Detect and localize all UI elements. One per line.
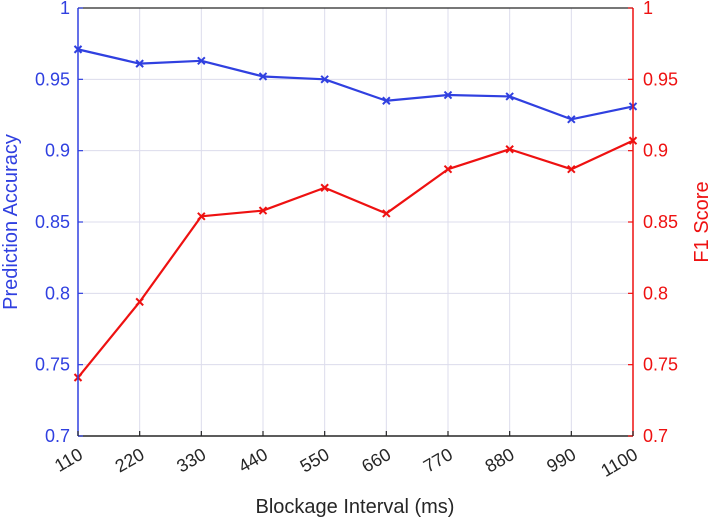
left-axis-title: Prediction Accuracy xyxy=(0,134,22,310)
x-tick-label: 330 xyxy=(173,444,209,476)
left-tick-label: 0.7 xyxy=(45,426,70,446)
x-tick-label: 440 xyxy=(235,444,271,476)
data-point-marker xyxy=(567,115,576,124)
right-tick-label: 0.8 xyxy=(643,283,668,303)
left-tick-label: 0.95 xyxy=(35,69,70,89)
data-point-marker xyxy=(197,212,206,221)
right-tick-label: 0.85 xyxy=(643,212,678,232)
series-left xyxy=(73,45,638,124)
x-tick-label: 1100 xyxy=(597,444,641,481)
right-tick-label: 1 xyxy=(643,0,653,18)
x-tick-label: 550 xyxy=(297,444,333,476)
data-point-marker xyxy=(443,165,453,174)
data-point-marker xyxy=(197,56,206,65)
left-tick-label: 1 xyxy=(60,0,70,18)
axes xyxy=(77,7,634,437)
left-tick-label: 0.8 xyxy=(45,283,70,303)
data-point-marker xyxy=(258,206,268,215)
data-point-marker xyxy=(320,183,329,192)
x-tick-label: 220 xyxy=(112,444,148,476)
left-tick-label: 0.9 xyxy=(45,141,70,161)
data-point-marker xyxy=(382,209,391,218)
data-point-marker xyxy=(443,90,453,100)
series-line xyxy=(77,139,634,379)
x-tick-label: 660 xyxy=(358,444,394,476)
data-point-marker xyxy=(505,92,514,101)
data-point-marker xyxy=(258,72,268,81)
left-tick-label: 0.75 xyxy=(35,355,70,375)
x-tick-label: 110 xyxy=(51,444,86,476)
right-tick-label: 0.7 xyxy=(643,426,668,446)
x-tick-label: 990 xyxy=(543,444,579,476)
x-tick-label: 880 xyxy=(482,444,518,476)
left-tick-label: 0.85 xyxy=(35,212,70,232)
right-axis-title: F1 Score xyxy=(691,181,713,262)
x-axis-title: Blockage Interval (ms) xyxy=(256,496,455,518)
x-tick-label: 770 xyxy=(420,444,456,476)
data-point-marker xyxy=(135,297,144,307)
data-point-marker xyxy=(567,165,576,174)
series-line xyxy=(77,48,634,121)
right-tick-label: 0.9 xyxy=(643,141,668,161)
data-point-marker xyxy=(320,75,329,84)
data-point-marker xyxy=(135,59,144,68)
data-point-marker xyxy=(505,145,514,154)
right-tick-label: 0.95 xyxy=(643,69,678,89)
series-right xyxy=(73,136,638,382)
series-layer xyxy=(73,45,638,382)
data-point-marker xyxy=(382,96,391,105)
right-tick-label: 0.75 xyxy=(643,355,678,375)
